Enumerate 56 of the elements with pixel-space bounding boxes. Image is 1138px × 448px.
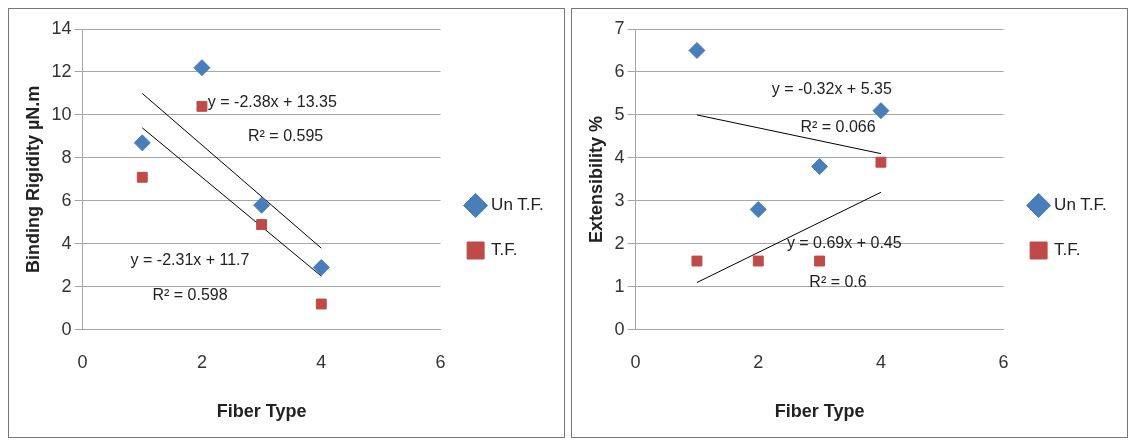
x-tick-label: 0 — [630, 351, 641, 372]
annotation: y = -2.38x + 13.35 — [207, 92, 337, 110]
annotation: R² = 0.066 — [800, 118, 876, 136]
x-axis-title: Fiber Type — [774, 401, 865, 422]
point — [253, 196, 271, 214]
point — [872, 102, 890, 120]
y-tick-label: 10 — [51, 103, 72, 124]
point — [196, 100, 208, 112]
point — [875, 156, 887, 168]
y-tick-label: 5 — [614, 103, 625, 124]
x-tick-label: 2 — [753, 351, 764, 372]
legend-label: T.F. — [1054, 240, 1081, 260]
x-tick-label: 2 — [196, 351, 207, 372]
y-tick-label: 4 — [614, 146, 625, 167]
point — [133, 134, 151, 152]
y-tick-label: 14 — [51, 17, 72, 38]
x-tick-label: 4 — [875, 351, 886, 372]
y-tick-label: 0 — [614, 318, 625, 339]
point — [814, 255, 826, 267]
annotation: y = -0.32x + 5.35 — [771, 79, 892, 97]
y-tick-label: 8 — [61, 146, 72, 167]
legend-label: Un T.F. — [491, 195, 544, 215]
y-tick-label: 0 — [61, 318, 72, 339]
x-tick-label: 6 — [435, 351, 446, 372]
legend-label: T.F. — [491, 240, 518, 260]
annotation: y = 0.69x + 0.45 — [786, 234, 902, 252]
y-tick-label: 2 — [614, 232, 625, 253]
y-axis-title: Extensibility % — [585, 115, 606, 243]
y-tick-label: 12 — [51, 60, 72, 81]
point — [315, 298, 327, 310]
y-tick-label: 1 — [614, 275, 625, 296]
annotation: y = -2.31x + 11.7 — [130, 251, 250, 269]
y-axis-title: Binding Rigidity µN.m — [22, 85, 43, 274]
point — [312, 258, 330, 276]
y-tick-label: 2 — [61, 275, 72, 296]
point — [688, 41, 706, 59]
x-tick-label: 4 — [316, 351, 327, 372]
point — [136, 171, 148, 183]
annotation: R² = 0.598 — [152, 285, 228, 303]
point — [193, 59, 211, 77]
annotation: R² = 0.6 — [809, 272, 867, 290]
point — [749, 200, 767, 218]
y-tick-label: 6 — [614, 60, 625, 81]
y-tick-label: 7 — [614, 17, 625, 38]
y-tick-label: 6 — [61, 189, 72, 210]
annotation: R² = 0.595 — [248, 126, 324, 144]
x-tick-label: 0 — [77, 351, 88, 372]
point — [752, 255, 764, 267]
x-tick-label: 6 — [998, 351, 1009, 372]
point — [256, 219, 268, 230]
y-tick-label: 4 — [61, 232, 72, 253]
legend-label: Un T.F. — [1054, 195, 1107, 215]
point — [811, 158, 829, 176]
x-axis-title: Fiber Type — [216, 401, 307, 422]
point — [691, 255, 703, 267]
y-tick-label: 3 — [614, 189, 625, 210]
